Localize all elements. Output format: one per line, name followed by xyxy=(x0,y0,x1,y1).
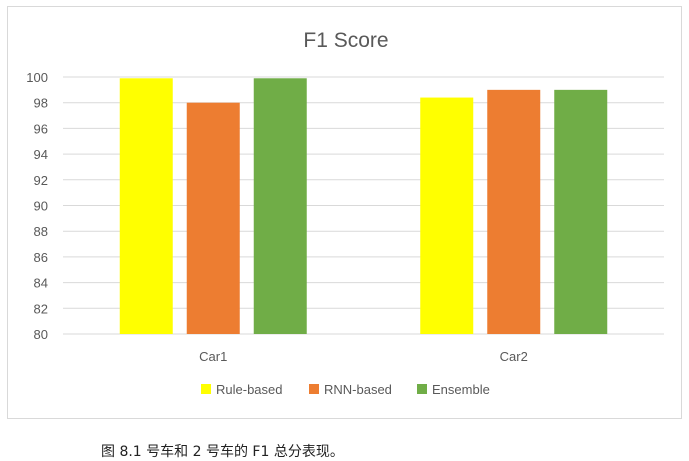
legend-swatch xyxy=(417,384,427,394)
y-tick-label: 86 xyxy=(34,250,48,265)
y-tick-label: 80 xyxy=(34,327,48,342)
bar-rule-based-car1 xyxy=(119,78,173,334)
bar-ensemble-car1 xyxy=(253,78,307,334)
y-tick-label: 96 xyxy=(34,121,48,136)
x-tick-label: Car1 xyxy=(199,349,227,364)
y-tick-label: 92 xyxy=(34,173,48,188)
y-tick-label: 84 xyxy=(34,276,48,291)
chart-frame: F1 Score 80 82 84 86 88 90 92 94 96 98 100 Car1 Car2… xyxy=(7,6,682,419)
legend-label: RNN-based xyxy=(324,382,392,397)
figure-caption: 图 8.1 号车和 2 号车的 F1 总分表现。 xyxy=(101,444,344,460)
x-tick-label: Car2 xyxy=(500,349,528,364)
bar-ensemble-car2 xyxy=(554,89,608,334)
legend-label: Rule-based xyxy=(216,382,283,397)
y-tick-label: 98 xyxy=(34,96,48,111)
y-tick-label: 82 xyxy=(34,301,48,316)
y-tick-label: 88 xyxy=(34,224,48,239)
bar-rule-based-car2 xyxy=(420,97,474,334)
legend-swatch xyxy=(309,384,319,394)
bar-rnn-based-car1 xyxy=(186,102,240,334)
legend-swatch xyxy=(201,384,211,394)
y-tick-label: 94 xyxy=(34,147,48,162)
legend-label: Ensemble xyxy=(432,382,490,397)
chart-title: F1 Score xyxy=(303,29,388,52)
bar-rnn-based-car2 xyxy=(487,89,541,334)
bar-chart: F1 Score 80 82 84 86 88 90 92 94 96 98 100 Car1 Car2… xyxy=(26,29,664,397)
y-tick-label: 100 xyxy=(26,70,48,85)
y-tick-label: 90 xyxy=(34,199,48,214)
